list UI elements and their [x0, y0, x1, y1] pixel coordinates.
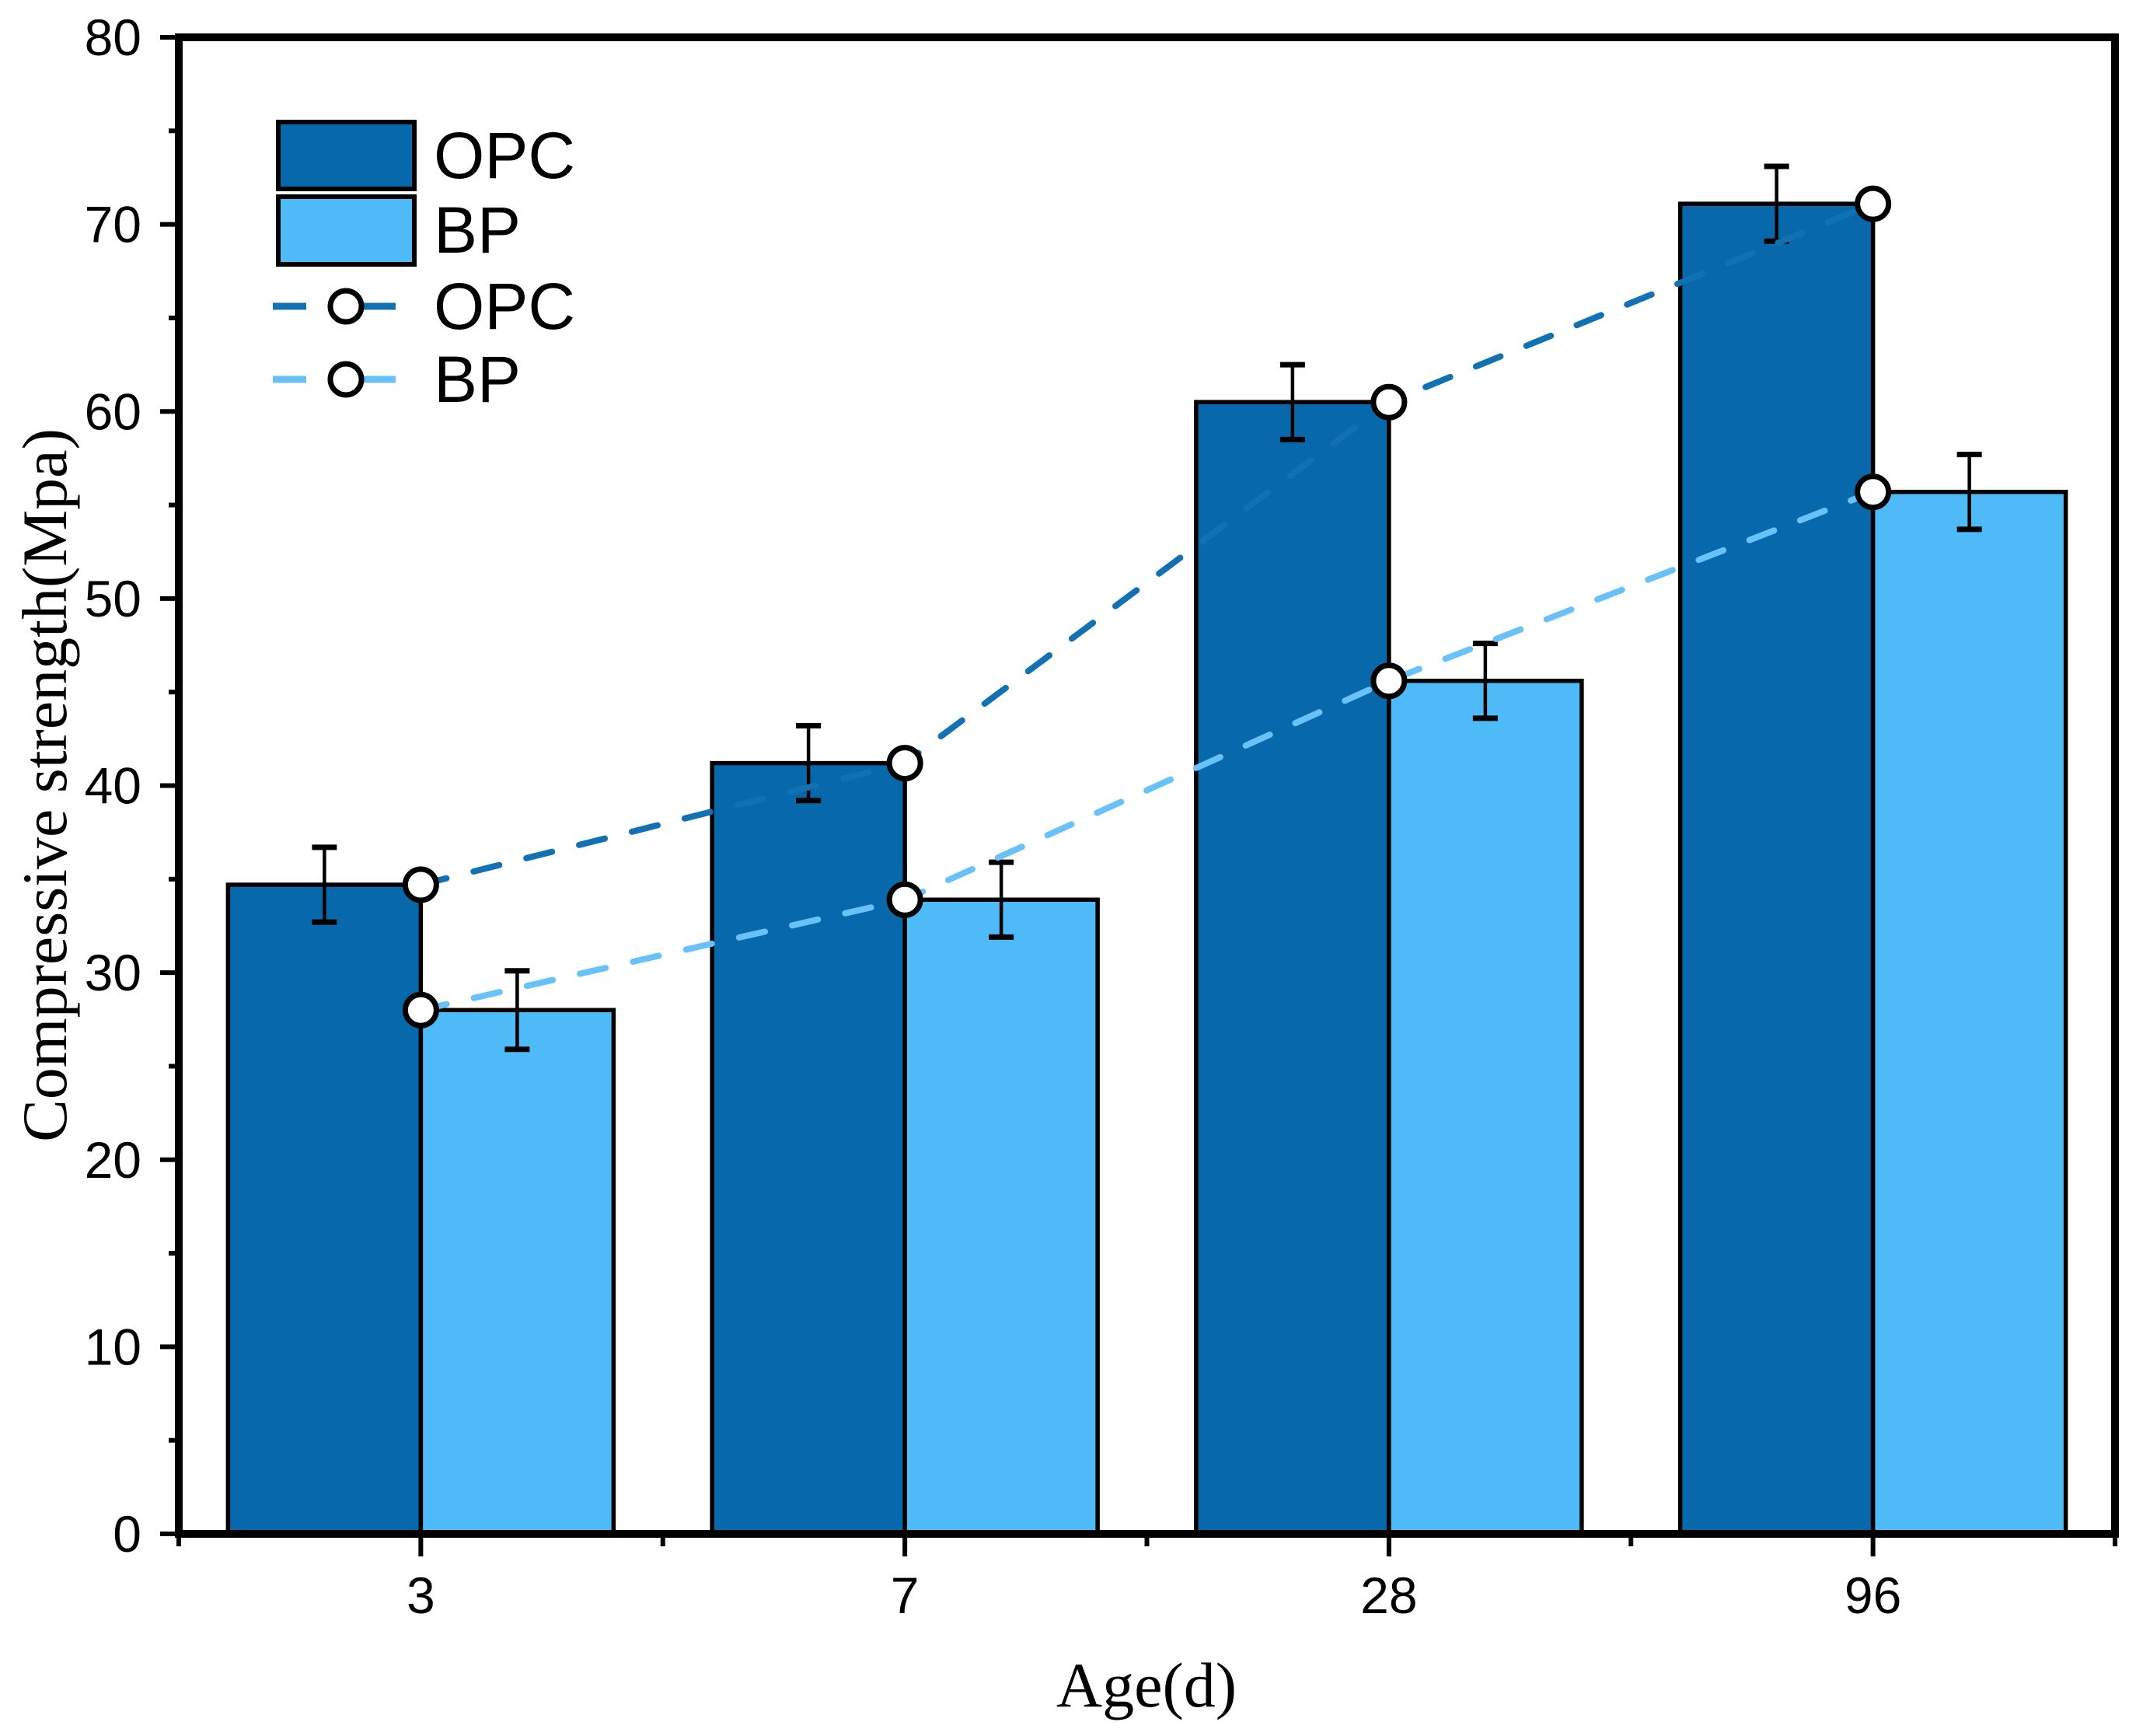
x-axis-title: Age(d)	[1056, 1650, 1237, 1720]
marker-bp-age7	[886, 881, 923, 918]
legend-line-bp	[273, 361, 396, 398]
legend-label-opc-line: OPC	[434, 270, 575, 343]
x-tick-label-96: 96	[1845, 1567, 1901, 1624]
legend-label-opc-bar: OPC	[434, 119, 575, 192]
legend-bp-marker-icon	[327, 361, 365, 398]
y-tick-label-80: 80	[85, 9, 141, 66]
marker-bp-age28	[1370, 662, 1408, 700]
marker-bp-age3	[402, 991, 439, 1029]
legend-swatch-bp-bar	[276, 194, 417, 267]
plot-frame	[175, 33, 2119, 1538]
bar-opc-age7	[710, 760, 907, 1536]
marker-opc-age3	[402, 866, 439, 903]
y-tick-label-30: 30	[85, 944, 141, 1001]
legend: OPC BP OPC BP	[273, 119, 575, 416]
y-tick-label-0: 0	[113, 1505, 141, 1563]
bars-layer	[225, 201, 2068, 1536]
x-tick-label-3: 3	[407, 1567, 435, 1624]
legend-label-bp-bar: BP	[434, 194, 521, 267]
trend-line-opc	[417, 201, 1876, 889]
bar-bp-age3	[418, 1008, 616, 1536]
marker-bp-age96	[1855, 473, 1892, 511]
y-tick-label-50: 50	[85, 570, 141, 627]
y-tick-label-60: 60	[85, 382, 141, 440]
bar-opc-age28	[1194, 400, 1391, 1536]
bar-bp-age96	[1870, 489, 2068, 1536]
x-tick-label-28: 28	[1360, 1567, 1417, 1624]
y-tick-label-20: 20	[85, 1131, 141, 1189]
bar-bp-age7	[902, 897, 1100, 1536]
marker-opc-age7	[886, 745, 923, 782]
bar-bp-age28	[1387, 679, 1584, 1536]
legend-line-opc	[273, 288, 396, 325]
y-tick-label-70: 70	[85, 196, 141, 253]
dashed-lines-layer	[417, 201, 1876, 1014]
y-tick-label-10: 10	[85, 1318, 141, 1375]
x-tick-label-7: 7	[891, 1567, 920, 1624]
legend-label-bp-line: BP	[434, 343, 521, 416]
legend-opc-marker-icon	[327, 288, 365, 325]
y-tick-label-40: 40	[85, 757, 141, 815]
y-axis-title: Compressive strength(Mpa)	[9, 428, 80, 1142]
bar-opc-age96	[1677, 201, 1876, 1536]
marker-opc-age28	[1370, 383, 1408, 421]
bar-opc-age3	[225, 882, 424, 1536]
legend-swatch-opc-bar	[276, 120, 417, 191]
trend-line-bp	[417, 488, 1876, 1014]
markers-layer	[402, 185, 1892, 1029]
error-bars-layer	[312, 163, 1982, 1053]
marker-opc-age96	[1855, 185, 1892, 222]
